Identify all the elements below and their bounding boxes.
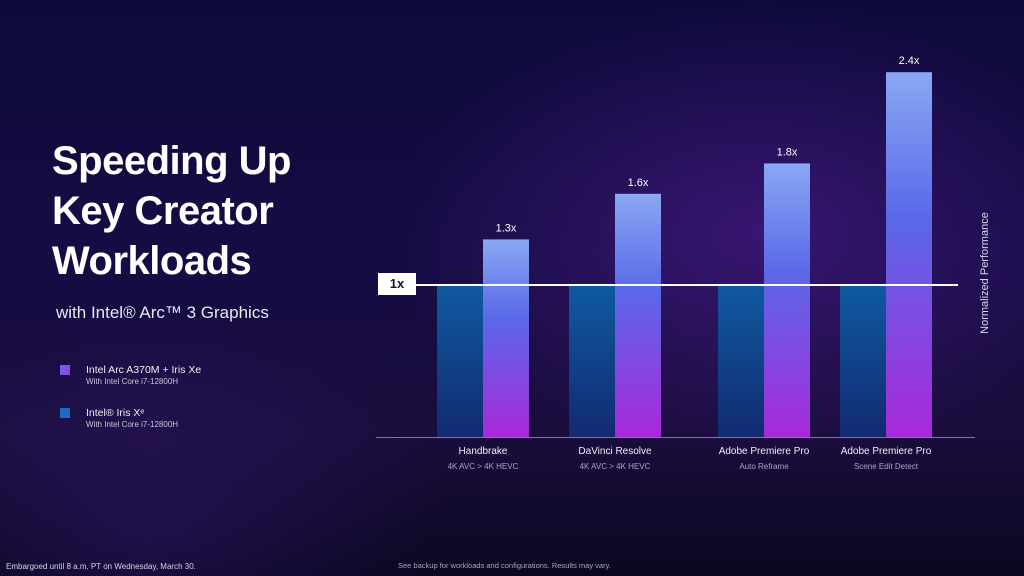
embargo-note: Embargoed until 8 a.m. PT on Wednesday, … bbox=[6, 562, 196, 571]
category-name: Adobe Premiere Pro bbox=[718, 446, 810, 457]
bar-iris-xe bbox=[437, 285, 483, 437]
legend-name-arc: Intel Arc A370M + Iris Xe bbox=[86, 364, 202, 376]
category-name: Handbrake bbox=[458, 446, 508, 457]
title-line-3: Workloads bbox=[52, 239, 252, 283]
bar-value-label: 1.8x bbox=[777, 146, 798, 158]
title-line-1: Speeding Up bbox=[52, 139, 291, 183]
category-subtitle: 4K AVC > 4K HEVC bbox=[579, 462, 651, 471]
category-label: DaVinci Resolve 4K AVC > 4K HEVC bbox=[535, 446, 695, 471]
baseline-label: 1x bbox=[378, 273, 416, 295]
bar-arc-a370m bbox=[764, 163, 810, 437]
category-label: Handbrake 4K AVC > 4K HEVC bbox=[403, 446, 563, 471]
bar-value-label: 2.4x bbox=[899, 55, 920, 67]
legend-swatch-iris bbox=[60, 408, 70, 418]
legend-swatch-arc bbox=[60, 365, 70, 375]
title-line-2: Key Creator bbox=[52, 189, 274, 233]
bar-arc-a370m bbox=[483, 239, 529, 437]
category-subtitle: Scene Edit Detect bbox=[853, 462, 919, 471]
legend-sub-iris: With Intel Core i7-12800H bbox=[86, 420, 179, 429]
category-subtitle: 4K AVC > 4K HEVC bbox=[447, 462, 519, 471]
slide-subtitle: with Intel® Arc™ 3 Graphics bbox=[56, 303, 269, 322]
category-subtitle: Auto Reframe bbox=[739, 462, 789, 471]
bar-iris-xe bbox=[569, 285, 615, 437]
disclaimer-note: See backup for workloads and configurati… bbox=[398, 561, 611, 570]
category-name: DaVinci Resolve bbox=[578, 446, 652, 457]
slide-title: Speeding Up Key Creator Workloads bbox=[52, 136, 372, 286]
category-name: Adobe Premiere Pro bbox=[840, 446, 932, 457]
bar-value-label: 1.6x bbox=[628, 177, 649, 189]
bar-iris-xe bbox=[718, 285, 764, 437]
legend-name-iris: Intel® Iris Xᵉ bbox=[86, 407, 145, 419]
category-label: Adobe Premiere Pro Scene Edit Detect bbox=[806, 446, 966, 471]
bar-value-label: 1.3x bbox=[496, 222, 517, 234]
y-axis-label: Normalized Performance bbox=[979, 212, 991, 334]
bar-arc-a370m bbox=[886, 72, 932, 437]
bar-iris-xe bbox=[840, 285, 886, 437]
category-label: Adobe Premiere Pro Auto Reframe bbox=[684, 446, 844, 471]
legend-sub-arc: With Intel Core i7-12800H bbox=[86, 377, 179, 386]
bar-arc-a370m bbox=[615, 193, 661, 437]
